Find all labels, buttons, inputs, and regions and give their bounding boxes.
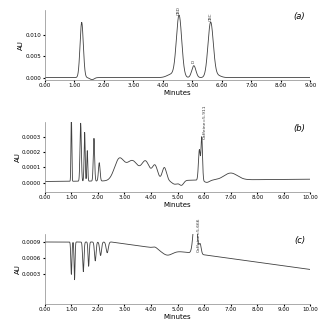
Text: (b): (b) [293,124,305,133]
Y-axis label: AU: AU [15,264,21,274]
Text: (a): (a) [293,12,305,21]
X-axis label: Minutes: Minutes [164,202,191,208]
Text: D: D [192,60,196,63]
Text: Caffeine=5.666: Caffeine=5.666 [196,217,201,252]
Text: Caffeine=5.911: Caffeine=5.911 [203,105,207,139]
Y-axis label: AU: AU [18,40,24,50]
X-axis label: Minutes: Minutes [164,90,191,96]
Y-axis label: AU: AU [15,152,21,162]
Text: CBC: CBC [209,12,213,21]
Text: CBD: CBD [177,6,181,15]
X-axis label: Minutes: Minutes [164,314,191,320]
Text: (c): (c) [294,236,305,245]
